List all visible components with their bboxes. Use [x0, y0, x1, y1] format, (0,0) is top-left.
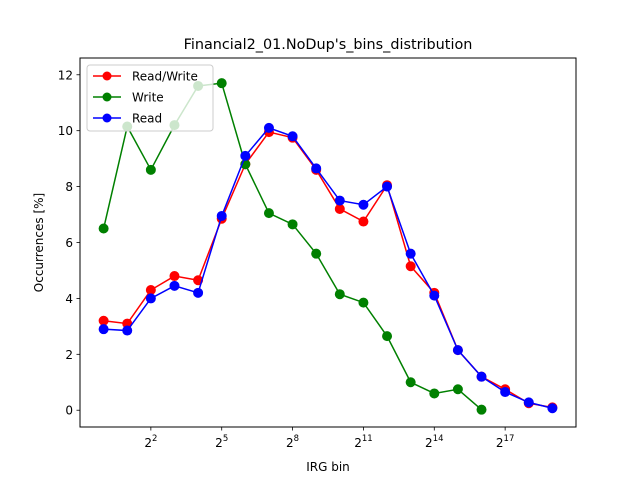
y-tick-label: 12 — [58, 68, 73, 82]
y-tick-label: 8 — [65, 180, 73, 194]
data-point — [311, 248, 322, 259]
data-point — [193, 287, 204, 298]
legend-marker — [102, 113, 112, 123]
data-point — [240, 150, 251, 161]
data-point — [122, 325, 133, 336]
x-tick-label: 25 — [215, 434, 228, 450]
data-point — [216, 78, 227, 89]
x-axis-ticks: 22 25 28 211 214 217 — [144, 427, 514, 450]
data-point — [145, 293, 156, 304]
data-point — [311, 163, 322, 174]
legend-marker — [102, 92, 112, 102]
data-point — [358, 199, 369, 210]
data-point — [334, 289, 345, 300]
legend-label: Read — [132, 112, 162, 126]
chart-title: Financial2_01.NoDup's_bins_distribution — [184, 37, 473, 53]
data-point — [145, 285, 156, 296]
legend-item: Read — [93, 112, 162, 126]
data-point — [287, 131, 298, 142]
y-tick-label: 6 — [65, 236, 73, 250]
data-point — [98, 315, 109, 326]
series-read — [98, 122, 558, 414]
data-point — [287, 219, 298, 230]
data-point — [476, 371, 487, 382]
x-tick-label: 22 — [144, 434, 157, 450]
x-tick-label: 211 — [354, 434, 372, 450]
data-point — [98, 324, 109, 335]
data-point — [429, 388, 440, 399]
legend-item: Write — [93, 91, 164, 105]
data-point — [263, 122, 274, 133]
data-point — [452, 345, 463, 356]
data-point — [334, 195, 345, 206]
data-point — [145, 164, 156, 175]
data-point — [169, 280, 180, 291]
data-point — [405, 261, 416, 272]
y-tick-label: 4 — [65, 292, 73, 306]
data-point — [358, 297, 369, 308]
x-tick-label: 214 — [425, 434, 443, 450]
legend-label: Read/Write — [132, 70, 198, 84]
data-point — [169, 271, 180, 282]
y-tick-label: 0 — [65, 404, 73, 418]
legend: Read/Write Write Read — [86, 64, 214, 132]
data-point — [382, 181, 393, 192]
data-point — [98, 223, 109, 234]
y-tick-label: 2 — [65, 348, 73, 362]
data-point — [405, 377, 416, 388]
legend-marker — [102, 71, 112, 81]
y-axis-ticks: 0 2 4 6 8 10 12 — [58, 68, 80, 418]
x-axis-label: IRG bin — [306, 460, 350, 474]
x-tick-label: 217 — [496, 434, 514, 450]
data-point — [358, 216, 369, 227]
data-point — [500, 387, 511, 398]
legend-label: Write — [132, 91, 164, 105]
data-point — [263, 208, 274, 219]
x-tick-label: 28 — [286, 434, 299, 450]
legend-box — [86, 64, 214, 132]
data-point — [405, 248, 416, 259]
y-tick-label: 10 — [58, 124, 73, 138]
data-point — [334, 203, 345, 214]
data-point — [523, 397, 534, 408]
data-point — [382, 331, 393, 342]
legend-item: Read/Write — [93, 70, 198, 84]
data-point — [216, 210, 227, 221]
y-axis-label: Occurrences [%] — [32, 193, 46, 292]
data-point — [476, 404, 487, 415]
data-point — [429, 290, 440, 301]
data-point — [547, 403, 558, 414]
data-point — [452, 384, 463, 395]
